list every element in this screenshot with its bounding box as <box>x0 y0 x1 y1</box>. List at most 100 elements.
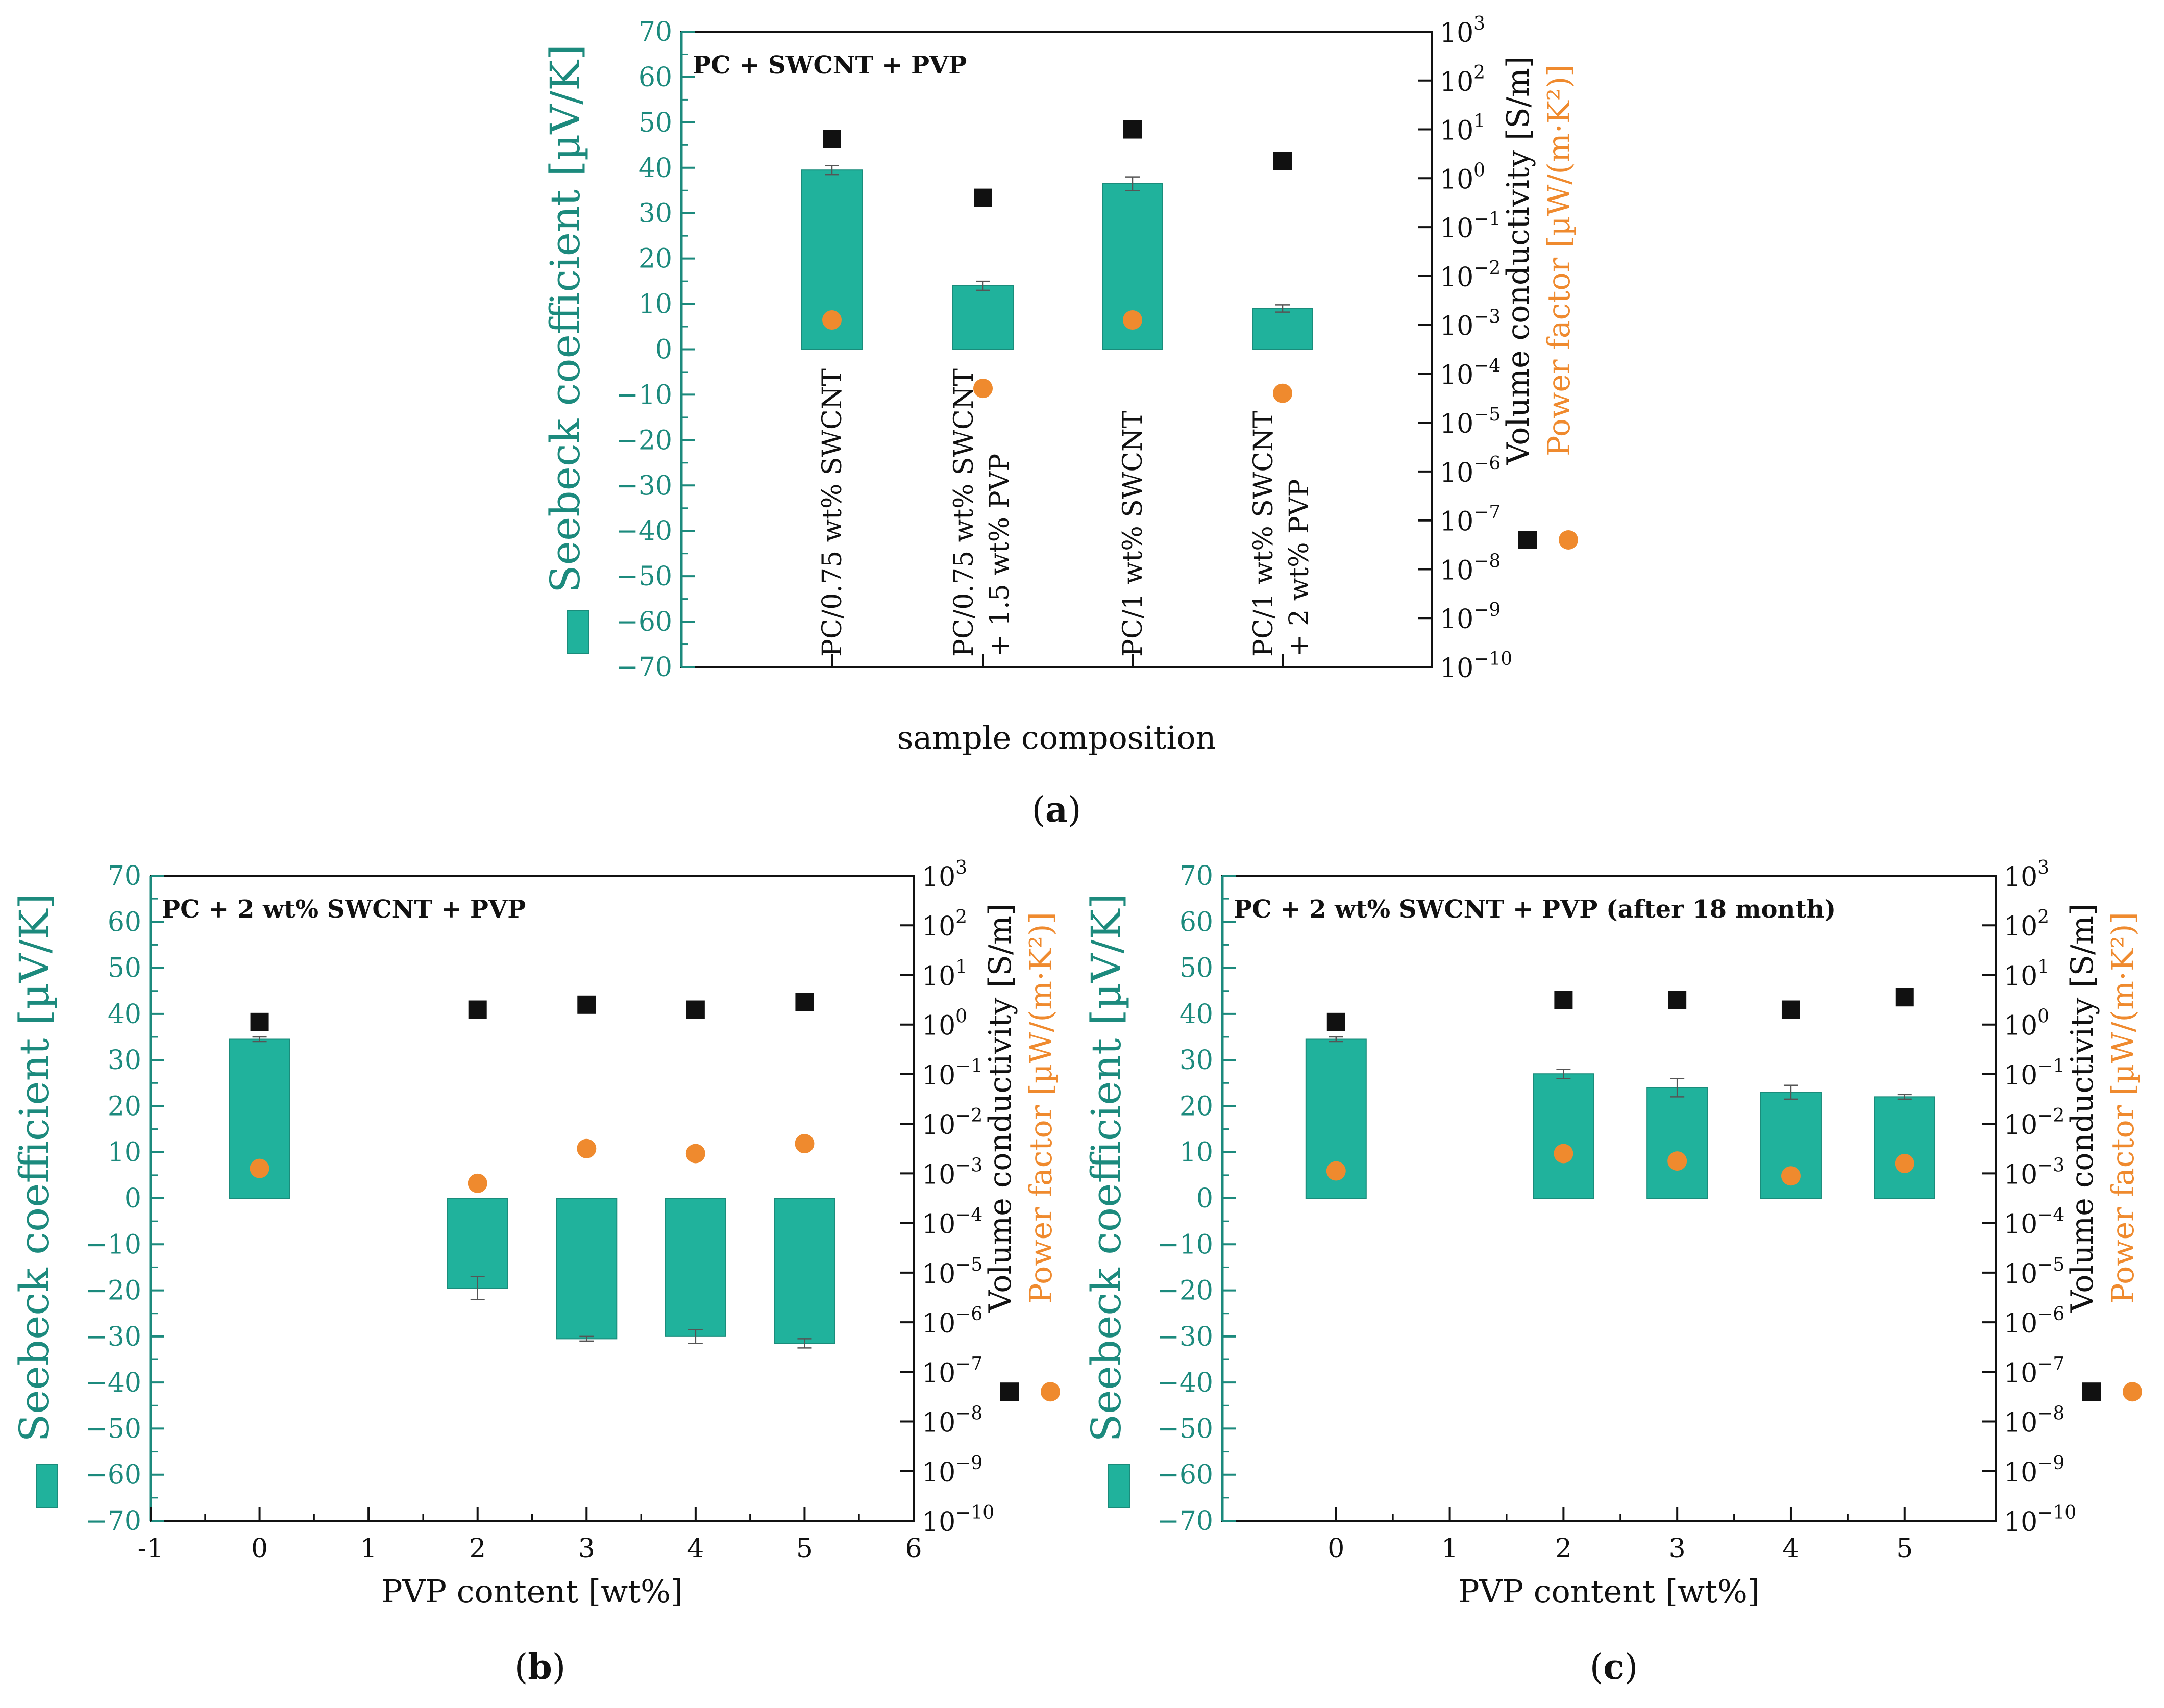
left-tick-label: 10 <box>1179 1137 1213 1168</box>
circle-legend-marker <box>1559 530 1578 550</box>
conductivity-point <box>468 1000 487 1019</box>
x-tick-label: 0 <box>251 1533 268 1564</box>
left-tick-label: 40 <box>1179 999 1213 1030</box>
conductivity-point <box>823 130 841 148</box>
left-tick-label: −40 <box>616 516 672 547</box>
category-label-line2: + 1.5 wt% PVP <box>985 454 1015 657</box>
left-tick-label: −60 <box>85 1460 141 1491</box>
left-tick-label: −30 <box>85 1322 141 1352</box>
right-tick-label: 10−9 <box>2004 1453 2064 1488</box>
panel-a: 706050403020100−10−20−30−40−50−60−701031… <box>542 13 1578 830</box>
left-tick-label: 0 <box>125 1183 141 1214</box>
circle-legend-marker <box>1041 1382 1060 1402</box>
x-tick-label: 2 <box>1555 1533 1572 1564</box>
left-tick-label: 50 <box>1179 953 1213 984</box>
left-tick-label: 70 <box>1179 861 1213 892</box>
right-tick-label: 102 <box>2004 907 2049 942</box>
conductivity-point <box>974 188 992 207</box>
conductivity-point <box>795 993 814 1011</box>
left-axis-label: Seebeck coefficient [µV/K] <box>11 893 58 1442</box>
seebeck-bar <box>952 285 1014 350</box>
square-legend-marker <box>2082 1382 2101 1401</box>
bar-legend-swatch <box>567 610 589 654</box>
right-tick-label: 10−10 <box>1440 649 1512 684</box>
bar-legend-swatch <box>1108 1464 1130 1508</box>
left-tick-label: 60 <box>638 62 672 93</box>
conductivity-point <box>1781 1000 1800 1019</box>
right-tick-label: 10−8 <box>1440 551 1501 586</box>
right-tick-label: 10−7 <box>922 1353 982 1389</box>
left-tick-label: −70 <box>85 1506 141 1537</box>
seebeck-bar <box>1252 308 1313 350</box>
right-tick-label: 10−1 <box>1440 209 1501 244</box>
right-tick-label: 10−7 <box>2004 1353 2064 1389</box>
right-tick-label: 10−8 <box>922 1403 982 1439</box>
seebeck-bar <box>447 1198 508 1289</box>
left-tick-label: 10 <box>638 289 672 320</box>
left-tick-label: −40 <box>85 1368 141 1398</box>
left-tick-label: −50 <box>1157 1414 1213 1444</box>
conductivity-point <box>1326 1012 1345 1031</box>
plot-title: PC + SWCNT + PVP <box>693 51 967 80</box>
left-tick-label: 50 <box>108 953 141 984</box>
seebeck-bar <box>1874 1096 1935 1199</box>
power-factor-point <box>1554 1144 1573 1164</box>
plot-title: PC + 2 wt% SWCNT + PVP (after 18 month) <box>1234 895 1836 924</box>
x-tick-label: 2 <box>469 1533 486 1564</box>
x-tick-label: 5 <box>1896 1533 1913 1564</box>
power-factor-point <box>1273 383 1292 403</box>
right-tick-label: 10−5 <box>2004 1254 2064 1290</box>
x-axis-label: PVP content [wt%] <box>1458 1573 1760 1610</box>
power-factor-point <box>1781 1166 1801 1186</box>
category-label: PC/0.75 wt% SWCNT <box>817 368 848 657</box>
panel-caption: (a) <box>1031 789 1081 830</box>
power-factor-point <box>795 1134 815 1154</box>
panel-b: 706050403020100−10−20−30−40−50−60−701031… <box>11 857 1060 1688</box>
x-tick-label: 3 <box>1669 1533 1686 1564</box>
seebeck-bar <box>556 1198 618 1340</box>
bar-legend-swatch <box>36 1464 58 1508</box>
left-tick-label: 30 <box>1179 1045 1213 1076</box>
left-tick-label: 40 <box>638 153 672 184</box>
right-axis-label-power-factor: Power factor [µW/(m·K²)] <box>1023 912 1059 1304</box>
plot-frame <box>680 31 1433 668</box>
panel-caption: (c) <box>1590 1647 1638 1688</box>
left-tick-label: −60 <box>616 607 672 637</box>
x-tick-label: 4 <box>1782 1533 1799 1564</box>
right-tick-label: 101 <box>1440 111 1485 146</box>
left-tick-label: 20 <box>1179 1091 1213 1122</box>
x-tick-label: 4 <box>687 1533 704 1564</box>
right-tick-label: 102 <box>1440 62 1485 97</box>
panel-c: 706050403020100−10−20−30−40−50−60−701031… <box>1083 857 2142 1688</box>
conductivity-point <box>1273 152 1292 170</box>
left-tick-label: 20 <box>638 244 672 275</box>
left-tick-label: 0 <box>655 335 672 365</box>
left-axis-label: Seebeck coefficient [µV/K] <box>1083 893 1130 1442</box>
category-label-line1: PC/0.75 wt% SWCNT <box>949 368 979 657</box>
right-tick-label: 10−10 <box>2004 1502 2076 1538</box>
left-tick-label: −10 <box>1157 1229 1213 1260</box>
right-tick-label: 10−4 <box>2004 1205 2064 1240</box>
power-factor-point <box>250 1158 269 1178</box>
right-axis-label-conductivity: Volume conductivity [S/m] <box>1501 56 1536 465</box>
left-tick-label: 0 <box>1196 1183 1213 1214</box>
x-tick-label: 3 <box>578 1533 595 1564</box>
left-tick-label: 60 <box>108 907 141 937</box>
left-tick-label: 50 <box>638 108 672 138</box>
right-axis-label-conductivity: Volume conductivity [S/m] <box>2064 904 2100 1313</box>
left-tick-label: −70 <box>1157 1506 1213 1537</box>
power-factor-point <box>973 379 993 399</box>
square-legend-marker <box>1518 531 1537 549</box>
right-tick-label: 10−3 <box>922 1155 982 1190</box>
right-tick-label: 10−1 <box>2004 1056 2064 1091</box>
seebeck-bar <box>1646 1087 1708 1199</box>
right-tick-label: 10−4 <box>1440 355 1501 390</box>
right-tick-label: 10−6 <box>922 1304 982 1339</box>
right-tick-label: 10−3 <box>1440 307 1501 342</box>
right-tick-label: 101 <box>2004 956 2049 992</box>
right-tick-label: 100 <box>2004 1006 2049 1042</box>
right-tick-label: 103 <box>922 857 967 893</box>
category-label: PC/1 wt% SWCNT <box>1118 410 1148 657</box>
